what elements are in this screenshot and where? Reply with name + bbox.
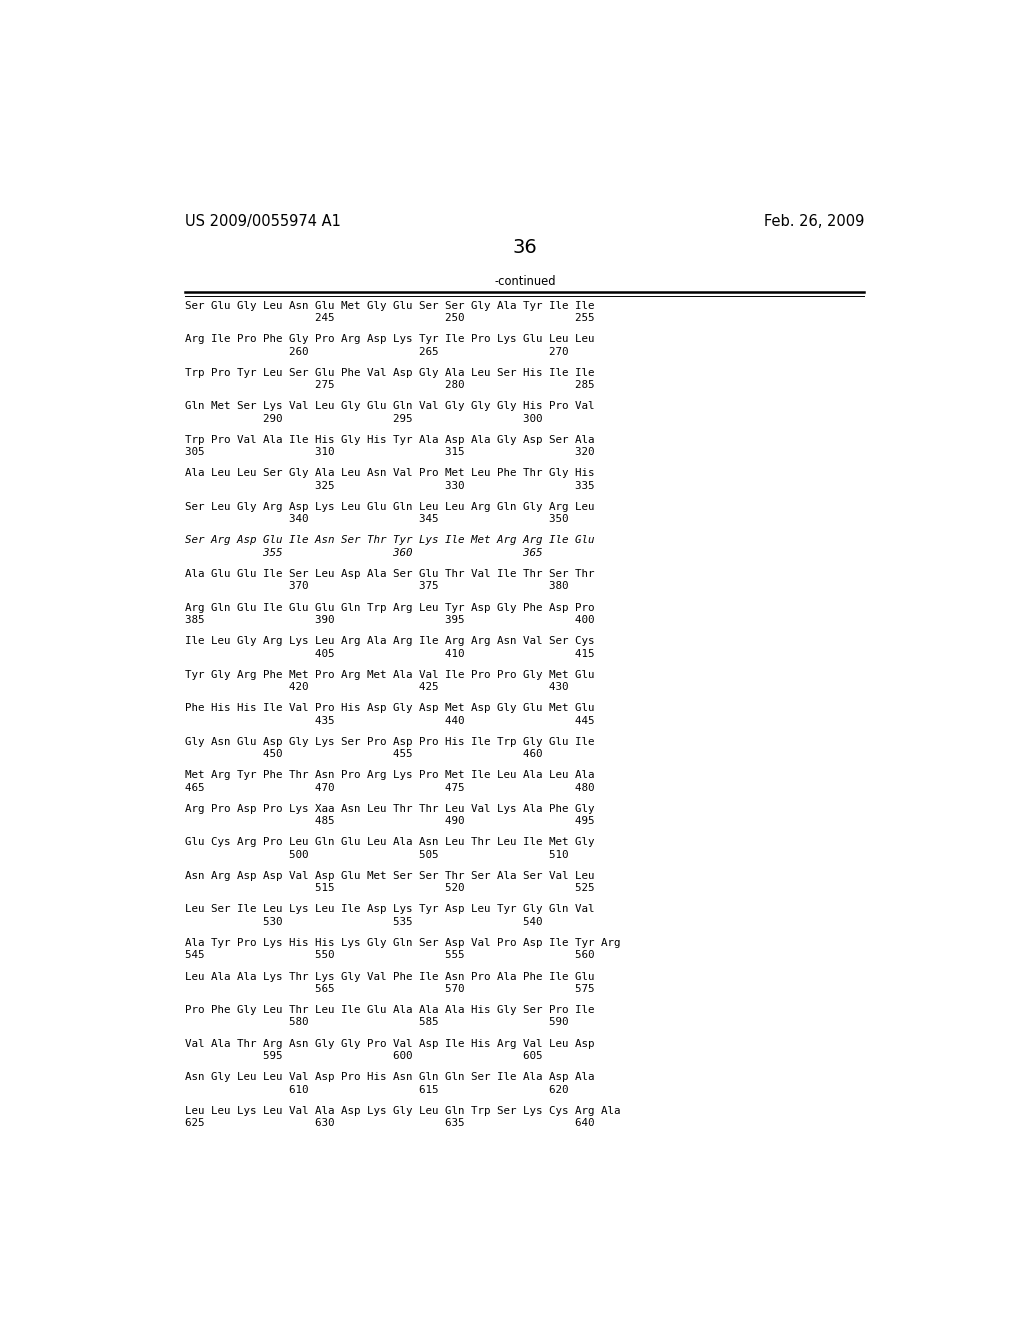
Text: Arg Gln Glu Ile Glu Glu Gln Trp Arg Leu Tyr Asp Gly Phe Asp Pro: Arg Gln Glu Ile Glu Glu Gln Trp Arg Leu …	[185, 602, 595, 612]
Text: 465                 470                 475                 480: 465 470 475 480	[185, 783, 595, 793]
Text: 515                 520                 525: 515 520 525	[185, 883, 595, 894]
Text: 355                 360                 365: 355 360 365	[185, 548, 543, 558]
Text: 36: 36	[512, 238, 538, 256]
Text: 565                 570                 575: 565 570 575	[185, 983, 595, 994]
Text: Gln Met Ser Lys Val Leu Gly Glu Gln Val Gly Gly Gly His Pro Val: Gln Met Ser Lys Val Leu Gly Glu Gln Val …	[185, 401, 595, 412]
Text: Asn Gly Leu Leu Val Asp Pro His Asn Gln Gln Ser Ile Ala Asp Ala: Asn Gly Leu Leu Val Asp Pro His Asn Gln …	[185, 1072, 595, 1082]
Text: Leu Ala Ala Lys Thr Lys Gly Val Phe Ile Asn Pro Ala Phe Ile Glu: Leu Ala Ala Lys Thr Lys Gly Val Phe Ile …	[185, 972, 595, 982]
Text: Tyr Gly Arg Phe Met Pro Arg Met Ala Val Ile Pro Pro Gly Met Glu: Tyr Gly Arg Phe Met Pro Arg Met Ala Val …	[185, 669, 595, 680]
Text: Ser Arg Asp Glu Ile Asn Ser Thr Tyr Lys Ile Met Arg Arg Ile Glu: Ser Arg Asp Glu Ile Asn Ser Thr Tyr Lys …	[185, 536, 595, 545]
Text: Phe His His Ile Val Pro His Asp Gly Asp Met Asp Gly Glu Met Glu: Phe His His Ile Val Pro His Asp Gly Asp …	[185, 704, 595, 713]
Text: 305                 310                 315                 320: 305 310 315 320	[185, 447, 595, 457]
Text: 450                 455                 460: 450 455 460	[185, 750, 543, 759]
Text: Trp Pro Tyr Leu Ser Glu Phe Val Asp Gly Ala Leu Ser His Ile Ile: Trp Pro Tyr Leu Ser Glu Phe Val Asp Gly …	[185, 368, 595, 378]
Text: Met Arg Tyr Phe Thr Asn Pro Arg Lys Pro Met Ile Leu Ala Leu Ala: Met Arg Tyr Phe Thr Asn Pro Arg Lys Pro …	[185, 771, 595, 780]
Text: 385                 390                 395                 400: 385 390 395 400	[185, 615, 595, 624]
Text: 595                 600                 605: 595 600 605	[185, 1051, 543, 1061]
Text: 485                 490                 495: 485 490 495	[185, 816, 595, 826]
Text: Arg Pro Asp Pro Lys Xaa Asn Leu Thr Thr Leu Val Lys Ala Phe Gly: Arg Pro Asp Pro Lys Xaa Asn Leu Thr Thr …	[185, 804, 595, 814]
Text: -continued: -continued	[494, 276, 556, 288]
Text: 340                 345                 350: 340 345 350	[185, 515, 568, 524]
Text: 370                 375                 380: 370 375 380	[185, 581, 568, 591]
Text: 290                 295                 300: 290 295 300	[185, 413, 543, 424]
Text: Ser Leu Gly Arg Asp Lys Leu Glu Gln Leu Leu Arg Gln Gly Arg Leu: Ser Leu Gly Arg Asp Lys Leu Glu Gln Leu …	[185, 502, 595, 512]
Text: Ala Tyr Pro Lys His His Lys Gly Gln Ser Asp Val Pro Asp Ile Tyr Arg: Ala Tyr Pro Lys His His Lys Gly Gln Ser …	[185, 939, 621, 948]
Text: 435                 440                 445: 435 440 445	[185, 715, 595, 726]
Text: 625                 630                 635                 640: 625 630 635 640	[185, 1118, 595, 1129]
Text: Glu Cys Arg Pro Leu Gln Glu Leu Ala Asn Leu Thr Leu Ile Met Gly: Glu Cys Arg Pro Leu Gln Glu Leu Ala Asn …	[185, 837, 595, 847]
Text: Gly Asn Glu Asp Gly Lys Ser Pro Asp Pro His Ile Trp Gly Glu Ile: Gly Asn Glu Asp Gly Lys Ser Pro Asp Pro …	[185, 737, 595, 747]
Text: 530                 535                 540: 530 535 540	[185, 917, 543, 927]
Text: Ile Leu Gly Arg Lys Leu Arg Ala Arg Ile Arg Arg Asn Val Ser Cys: Ile Leu Gly Arg Lys Leu Arg Ala Arg Ile …	[185, 636, 595, 645]
Text: Feb. 26, 2009: Feb. 26, 2009	[764, 214, 864, 230]
Text: Arg Ile Pro Phe Gly Pro Arg Asp Lys Tyr Ile Pro Lys Glu Leu Leu: Arg Ile Pro Phe Gly Pro Arg Asp Lys Tyr …	[185, 334, 595, 345]
Text: Val Ala Thr Arg Asn Gly Gly Pro Val Asp Ile His Arg Val Leu Asp: Val Ala Thr Arg Asn Gly Gly Pro Val Asp …	[185, 1039, 595, 1048]
Text: Ser Glu Gly Leu Asn Glu Met Gly Glu Ser Ser Gly Ala Tyr Ile Ile: Ser Glu Gly Leu Asn Glu Met Gly Glu Ser …	[185, 301, 595, 310]
Text: Ala Glu Glu Ile Ser Leu Asp Ala Ser Glu Thr Val Ile Thr Ser Thr: Ala Glu Glu Ile Ser Leu Asp Ala Ser Glu …	[185, 569, 595, 579]
Text: 580                 585                 590: 580 585 590	[185, 1018, 568, 1027]
Text: Pro Phe Gly Leu Thr Leu Ile Glu Ala Ala Ala His Gly Ser Pro Ile: Pro Phe Gly Leu Thr Leu Ile Glu Ala Ala …	[185, 1005, 595, 1015]
Text: 500                 505                 510: 500 505 510	[185, 850, 568, 859]
Text: Asn Arg Asp Asp Val Asp Glu Met Ser Ser Thr Ser Ala Ser Val Leu: Asn Arg Asp Asp Val Asp Glu Met Ser Ser …	[185, 871, 595, 880]
Text: 245                 250                 255: 245 250 255	[185, 313, 595, 323]
Text: 405                 410                 415: 405 410 415	[185, 648, 595, 659]
Text: 260                 265                 270: 260 265 270	[185, 347, 568, 356]
Text: Ala Leu Leu Ser Gly Ala Leu Asn Val Pro Met Leu Phe Thr Gly His: Ala Leu Leu Ser Gly Ala Leu Asn Val Pro …	[185, 469, 595, 478]
Text: US 2009/0055974 A1: US 2009/0055974 A1	[185, 214, 341, 230]
Text: 610                 615                 620: 610 615 620	[185, 1085, 568, 1094]
Text: 545                 550                 555                 560: 545 550 555 560	[185, 950, 595, 961]
Text: 325                 330                 335: 325 330 335	[185, 480, 595, 491]
Text: 275                 280                 285: 275 280 285	[185, 380, 595, 391]
Text: Leu Leu Lys Leu Val Ala Asp Lys Gly Leu Gln Trp Ser Lys Cys Arg Ala: Leu Leu Lys Leu Val Ala Asp Lys Gly Leu …	[185, 1106, 621, 1115]
Text: 420                 425                 430: 420 425 430	[185, 682, 568, 692]
Text: Leu Ser Ile Leu Lys Leu Ile Asp Lys Tyr Asp Leu Tyr Gly Gln Val: Leu Ser Ile Leu Lys Leu Ile Asp Lys Tyr …	[185, 904, 595, 915]
Text: Trp Pro Val Ala Ile His Gly His Tyr Ala Asp Ala Gly Asp Ser Ala: Trp Pro Val Ala Ile His Gly His Tyr Ala …	[185, 434, 595, 445]
